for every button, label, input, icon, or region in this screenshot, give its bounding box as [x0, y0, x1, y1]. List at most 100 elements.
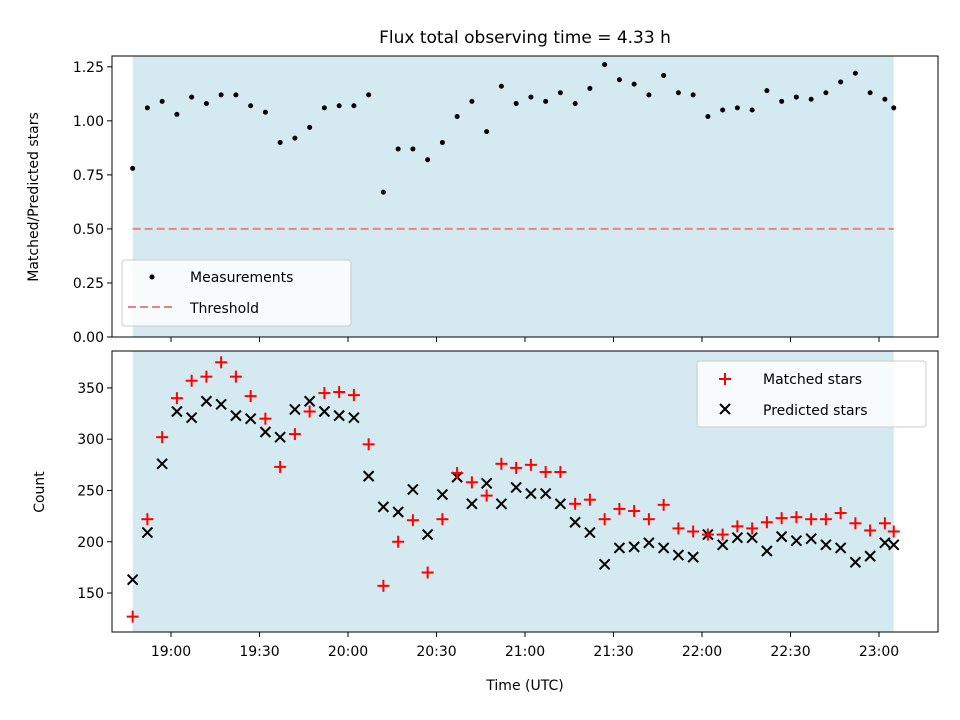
matched-stars-point	[864, 524, 877, 537]
measurement-point	[572, 101, 578, 107]
predicted-stars-point	[156, 458, 168, 470]
predicted-stars-point	[407, 483, 419, 496]
ratio-panel: 0.00 0.25 0.50 0.75 1.00 1.25 Matched/Predict…	[26, 55, 939, 346]
measurement-point	[720, 107, 726, 113]
matched-stars-point	[613, 502, 626, 515]
matched-stars-point	[185, 374, 198, 387]
measurement-point	[292, 135, 298, 141]
measurement-point	[439, 139, 445, 145]
predicted-stars-point	[761, 545, 773, 557]
matched-stars-point	[878, 517, 891, 530]
y-tick-label: 0.00	[73, 330, 104, 346]
count-y-axis-label: Count	[32, 471, 48, 513]
measurement-point	[891, 105, 897, 111]
y-tick-label: 0.50	[73, 222, 104, 238]
predicted-stars-point	[510, 481, 522, 494]
measurement-point	[631, 81, 637, 87]
matched-stars-point	[406, 514, 419, 527]
matched-stars-point	[347, 389, 360, 402]
predicted-stars-point	[303, 395, 316, 407]
count-panel: 150 200 250 300 350 19:00 19:30 20:00 20:30 21:0…	[32, 350, 939, 660]
y-tick-label: 0.75	[73, 168, 104, 184]
predicted-stars-point	[480, 477, 493, 490]
predicted-stars-point	[126, 573, 139, 586]
legend-matched-label: Matched stars	[763, 372, 862, 388]
matched-stars-point	[392, 535, 405, 548]
measurement-point	[808, 96, 814, 102]
x-tick-label: 23:00	[859, 644, 899, 660]
y-tick-label: 1.25	[73, 60, 104, 76]
measurement-point	[513, 101, 519, 107]
matched-stars-point	[887, 525, 900, 538]
predicted-stars-point	[185, 411, 198, 424]
measurement-point	[189, 94, 195, 100]
measurement-point	[705, 114, 711, 120]
y-tick-label: 350	[77, 381, 104, 397]
matched-stars-point	[126, 610, 139, 623]
x-tick-label: 21:00	[505, 644, 545, 660]
predicted-stars-point	[215, 398, 227, 411]
ratio-legend: Measurements Threshold	[121, 259, 352, 327]
matched-stars-point	[303, 405, 316, 418]
matched-stars-point	[819, 513, 832, 526]
predicted-stars-point	[598, 558, 611, 571]
matched-stars-point	[775, 512, 788, 525]
measurement-point	[351, 103, 357, 109]
matched-stars-point	[805, 513, 818, 526]
predicted-stars-point	[333, 409, 345, 422]
measurement-point	[838, 79, 844, 85]
predicted-stars-point	[775, 530, 788, 543]
measurement-point	[130, 165, 136, 171]
matched-stars-point	[598, 513, 611, 526]
matched-stars-point	[554, 466, 567, 479]
measurement-point	[218, 92, 224, 98]
predicted-stars-point	[613, 542, 626, 554]
predicted-stars-point	[244, 412, 257, 425]
measurement-point	[823, 90, 829, 96]
predicted-stars-point	[495, 498, 508, 510]
predicted-stars-point	[539, 487, 552, 500]
predicted-stars-point	[849, 556, 862, 568]
matched-stars-point	[244, 390, 257, 403]
matched-stars-point	[156, 431, 169, 444]
measurement-point	[661, 72, 667, 78]
predicted-stars-point	[348, 411, 360, 424]
matched-stars-point	[849, 517, 862, 530]
matched-stars-point	[436, 513, 449, 526]
predicted-stars-point	[879, 537, 891, 549]
matched-stars-point	[716, 528, 729, 541]
matched-stars-point	[834, 507, 847, 520]
matched-stars-point	[318, 387, 331, 400]
predicted-stars-point	[731, 531, 744, 544]
x-tick-label: 20:30	[416, 644, 456, 660]
predicted-stars-point	[888, 539, 900, 551]
matched-stars-point	[628, 504, 641, 517]
measurement-point	[366, 92, 372, 98]
measurement-point	[882, 96, 888, 102]
measurement-point	[321, 105, 327, 111]
x-tick-label: 19:00	[151, 644, 191, 660]
matched-stars-point	[790, 511, 803, 524]
measurement-point	[277, 139, 283, 145]
predicted-stars-point	[436, 488, 449, 501]
measurement-point	[852, 70, 858, 76]
matched-stars-point	[215, 356, 228, 369]
matched-stars-point	[480, 489, 493, 502]
legend-predicted-marker	[719, 403, 731, 415]
predicted-stars-point	[643, 537, 655, 549]
matched-stars-point	[362, 438, 375, 451]
matched-stars-point	[259, 412, 272, 425]
measurement-point	[764, 88, 770, 94]
matched-stars-point	[539, 466, 552, 479]
matched-stars-point	[701, 528, 714, 541]
predicted-stars-point	[362, 470, 375, 482]
matched-stars-point	[451, 467, 464, 480]
matched-stars-point	[170, 392, 183, 405]
predicted-stars-point	[790, 535, 803, 547]
measurement-point	[410, 146, 416, 152]
measurement-point	[144, 105, 150, 111]
predicted-stars-point	[657, 542, 670, 554]
y-tick-label: 200	[77, 535, 104, 551]
measurement-point	[380, 189, 386, 195]
